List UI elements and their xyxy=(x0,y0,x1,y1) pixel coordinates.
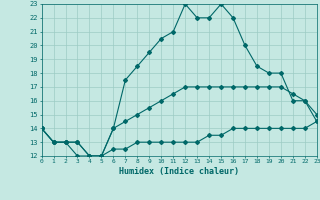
X-axis label: Humidex (Indice chaleur): Humidex (Indice chaleur) xyxy=(119,167,239,176)
